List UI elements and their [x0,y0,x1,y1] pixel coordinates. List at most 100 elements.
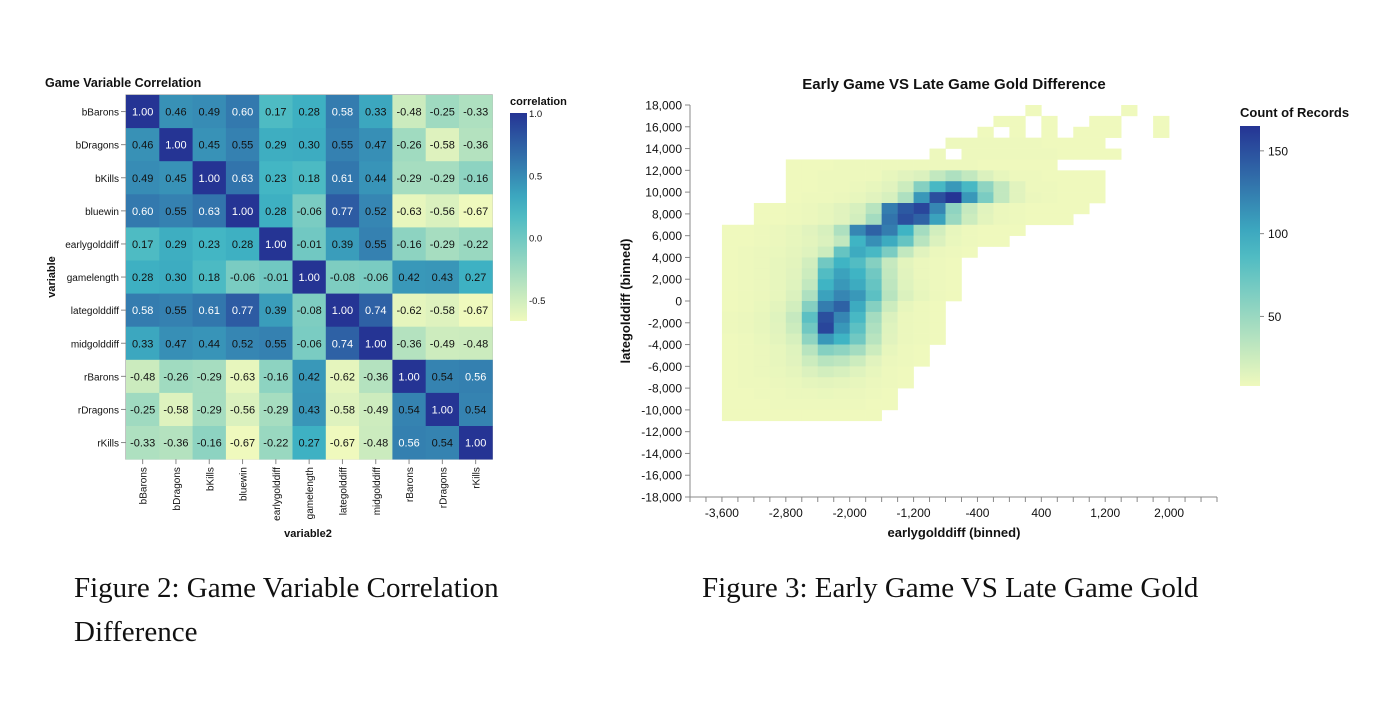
gold-bin-cell [897,181,914,193]
gold-bin-cell [849,235,866,247]
gold-bin-cell [817,246,835,258]
correlation-cell-label: 0.77 [332,206,353,218]
gold-bin-cell [833,355,850,367]
gold-bin-cell [769,377,787,389]
gold-bin-cell [801,366,819,378]
correlation-cell-label: 0.44 [199,338,220,350]
gold-bin-cell [945,213,962,226]
correlation-cell-label: -0.36 [397,338,422,350]
gold-bin-cell [993,137,1010,149]
gold-bin-cell [1073,148,1090,160]
gold-bin-cell [881,388,898,400]
gold-bin-cell [881,322,898,334]
gold-bin-cell [849,377,866,389]
gold-legend-gradient [1240,126,1260,386]
gold-bin-cell [785,203,803,215]
gold-bin-cell [833,279,850,291]
correlation-cell [259,227,293,261]
correlation-cell [359,128,393,162]
correlation-cell [159,161,193,195]
gold-bin-cell [1025,192,1042,204]
correlation-cell-label: 0.63 [232,173,253,185]
gold-bin-cell [929,290,946,302]
correlation-cell-label: 0.28 [265,206,286,218]
gold-bin-cell [737,279,755,291]
correlation-cell-label: -0.49 [363,404,388,416]
gold-bin-cell [897,279,914,291]
gold-bin-cell [849,399,866,411]
correlation-cell-label: 0.23 [265,173,286,185]
gold-bin-cell [945,181,962,193]
gold-bin-cell [1025,213,1042,226]
gold-bin-cell [785,213,803,226]
gold-bin-cell [865,366,882,378]
gold-bin-cell [801,409,819,422]
gold-bin-cell [945,290,962,302]
gold-bin-cell [929,148,946,160]
gold-cells [721,105,1170,422]
gold-bin-cell [721,355,739,367]
gold-bin-cell [881,268,898,280]
gold-bin-cell [977,213,994,226]
gold-bin-cell [977,170,994,182]
gold-bin-cell [929,235,946,247]
gold-x-tick-label: 1,200 [1090,506,1120,520]
gold-bin-cell [865,203,882,215]
correlation-cell-label: 0.61 [332,173,353,185]
figure-2-caption-line-2: Difference [74,616,198,648]
gold-bin-cell [769,279,787,291]
correlation-cell [292,227,327,261]
gold-bin-cell [913,203,930,215]
gold-bin-cell [913,257,930,269]
gold-bin-cell [913,355,930,367]
gold-bin-cell [1009,170,1026,182]
correlation-cell [425,359,460,394]
correlation-cell [192,95,227,129]
correlation-cell-label: 0.30 [298,140,319,152]
correlation-cell [192,359,227,394]
gold-x-tick-label: -2,000 [833,506,867,520]
correlation-cell [459,359,493,394]
correlation-cell [325,194,360,228]
gold-bin-cell [1041,159,1058,171]
gold-bin-cell [1009,203,1026,215]
correlation-cell-label: 1.00 [365,338,386,350]
gold-bin-cell [849,366,866,378]
correlation-cell-label: -0.67 [463,305,488,317]
gold-bin-cell [753,344,771,356]
correlation-cell [425,161,460,195]
correlation-cell [259,293,293,328]
gold-bin-cell [801,311,819,324]
gold-bin-cell [833,333,850,345]
gold-bin-cell [753,290,771,302]
gold-bin-cell [913,279,930,291]
gold-bin-cell [961,170,978,182]
gold-bin-cell [737,257,755,269]
gold-bin-cell [801,235,819,247]
gold-legend: 150 100 50 [1240,126,1288,386]
gold-bin-cell [769,388,787,400]
gold-bin-cell [865,246,882,258]
gold-bin-cell [817,355,835,367]
correlation-cell [425,426,460,460]
correlation-cell-label: 0.74 [365,305,386,317]
correlation-cell-label: 1.00 [298,272,319,284]
gold-bin-cell [897,322,914,334]
gold-bin-cell [929,192,946,204]
gold-bin-cell [945,257,962,269]
gold-bin-cell [1073,170,1090,182]
correlation-cell [359,227,393,261]
correlation-cell-label: -0.08 [330,272,355,284]
gold-bin-cell [753,268,771,280]
gold-bin-cell [913,159,930,171]
correlation-cell [192,293,227,328]
correlation-cell-label: -0.06 [363,272,388,284]
gold-bin-cell [817,377,835,389]
gold-bin-cell [753,224,771,236]
gold-bin-cell [833,181,850,193]
gold-bin-cell [753,409,771,422]
gold-bin-cell [785,377,803,389]
gold-bin-cell [785,388,803,400]
gold-bin-cell [945,279,962,291]
correlation-cell [225,95,260,129]
